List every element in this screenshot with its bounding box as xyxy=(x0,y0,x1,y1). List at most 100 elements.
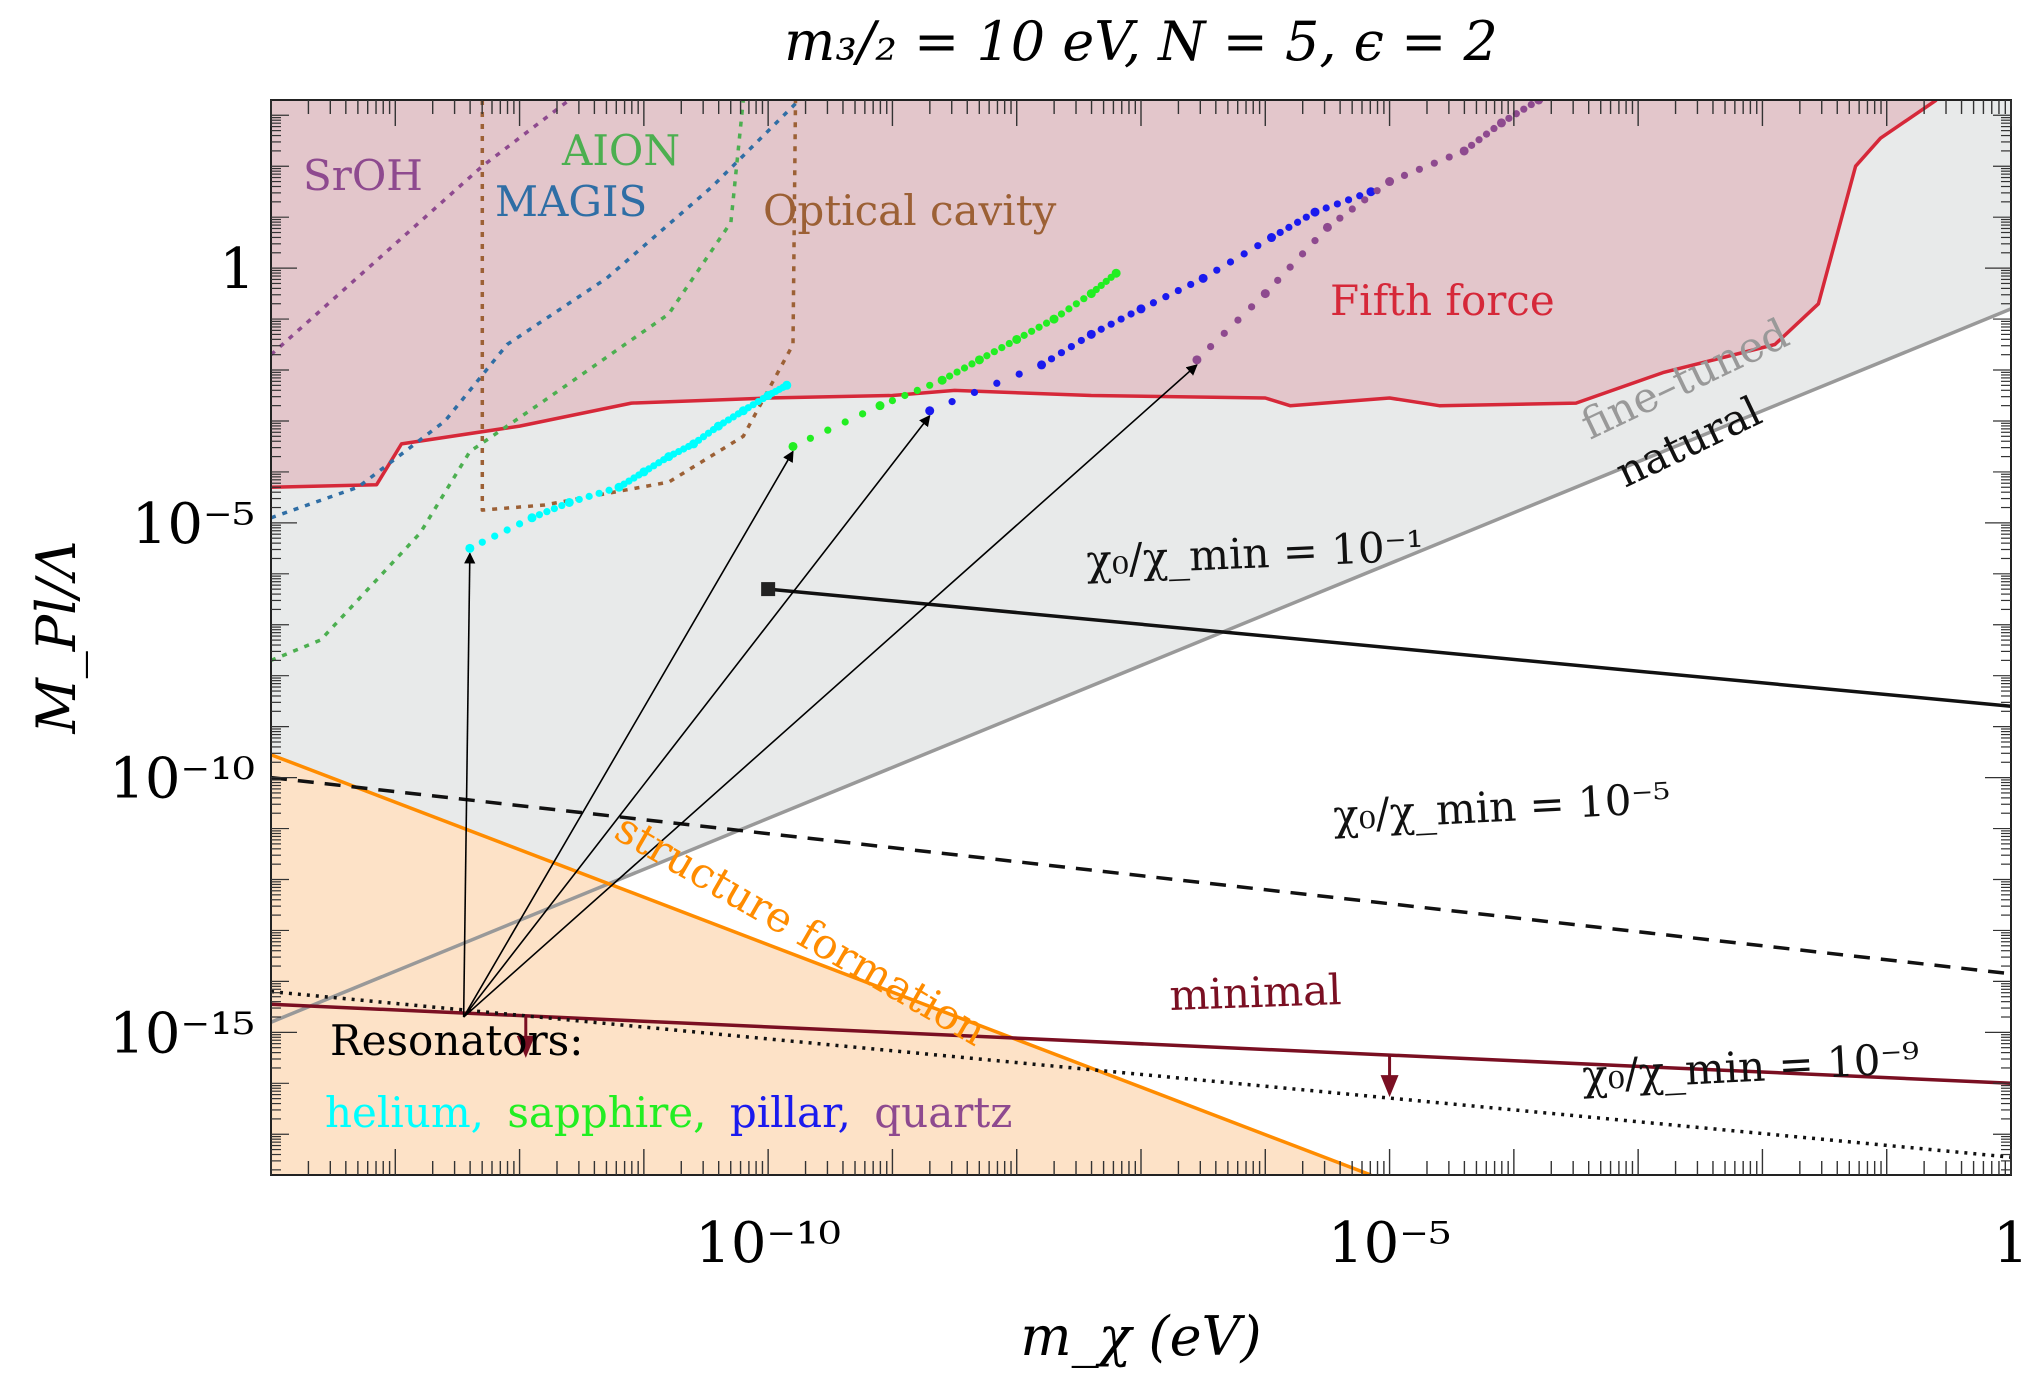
regions-layer xyxy=(271,100,2011,1175)
resonator-point-pillar xyxy=(1149,299,1158,307)
resonator-point-helium xyxy=(782,380,792,390)
resonator-point-quartz xyxy=(1520,105,1528,113)
series-line-fifth-force xyxy=(271,100,1938,489)
resonator-point-sapphire xyxy=(1111,268,1121,278)
resonator-point-pillar xyxy=(1276,228,1284,237)
resonator-point-pillar xyxy=(1097,325,1105,333)
resonator-point-helium xyxy=(699,433,708,441)
resonator-point-quartz xyxy=(1348,205,1356,213)
y-tick-label: 1 xyxy=(219,237,255,302)
resonator-point-sapphire xyxy=(1092,285,1100,294)
resonator-point-sapphire xyxy=(990,348,998,356)
resonator-point-quartz xyxy=(1445,153,1453,161)
region-fifth-force xyxy=(271,100,1937,488)
annotation-magis: MAGIS xyxy=(495,177,647,226)
resonator-point-sapphire xyxy=(841,418,849,426)
resonator-point-sapphire xyxy=(1005,339,1013,348)
resonator-point-quartz xyxy=(1430,159,1438,167)
x-tick-label: 10⁻⁵ xyxy=(1328,1211,1451,1276)
resonator-point-sapphire xyxy=(937,375,947,385)
series-line-magis xyxy=(271,100,801,520)
resonator-point-sapphire xyxy=(1057,310,1066,318)
resonator-point-helium xyxy=(575,495,583,504)
resonator-point-quartz xyxy=(1534,100,1544,105)
resonator-arrow-sapphire xyxy=(462,450,794,1018)
resonator-point-pillar xyxy=(1322,204,1330,212)
resonator-point-quartz xyxy=(1459,146,1469,156)
resonator-point-pillar xyxy=(1366,187,1376,197)
resonator-point-sapphire xyxy=(983,352,991,360)
resonator-point-sapphire xyxy=(806,434,815,442)
resonator-point-pillar xyxy=(970,388,979,397)
resonator-point-sapphire xyxy=(788,441,798,451)
resonator-point-sapphire xyxy=(968,360,976,368)
resonator-point-quartz xyxy=(1298,250,1307,258)
annotation-chi-5: χ₀/χ_min = 10⁻⁵ xyxy=(1332,773,1672,840)
resonator-point-pillar xyxy=(1294,218,1302,226)
resonator-point-sapphire xyxy=(913,386,921,395)
legend-sapphire: sapphire, xyxy=(507,1088,706,1137)
resonator-point-sapphire xyxy=(1049,314,1059,324)
minimal-arrow-head xyxy=(516,1035,535,1058)
resonator-point-pillar xyxy=(1333,200,1341,208)
resonator-point-helium xyxy=(503,526,511,534)
resonator-point-helium xyxy=(535,511,544,519)
chart-title: m₃/₂ = 10 eV, N = 5, ϵ = 2 xyxy=(784,10,1498,73)
resonator-point-quartz xyxy=(1400,171,1409,180)
resonator-point-sapphire xyxy=(926,381,934,389)
resonator-point-sapphire xyxy=(901,391,909,400)
resonator-point-sapphire xyxy=(1028,327,1036,335)
resonator-point-sapphire xyxy=(859,410,867,418)
resonator-point-quartz xyxy=(1248,303,1256,311)
resonator-point-quartz xyxy=(1475,136,1483,144)
x-tick-label: 10⁻¹⁰ xyxy=(695,1211,841,1276)
resonator-point-pillar xyxy=(1162,293,1170,301)
resonator-point-quartz xyxy=(1260,289,1270,299)
resonator-point-helium xyxy=(527,513,537,523)
legend-quartz: quartz xyxy=(874,1088,1012,1137)
resonator-point-sapphire xyxy=(953,368,961,376)
series-line-min-10 xyxy=(271,989,2011,1159)
resonator-point-sapphire xyxy=(824,426,832,434)
series-line-fine-tuned-natural xyxy=(271,307,2011,1024)
resonator-point-helium xyxy=(704,429,713,437)
resonator-point-quartz xyxy=(1482,130,1491,138)
resonator-point-quartz xyxy=(1286,263,1294,271)
resonator-point-quartz xyxy=(1220,329,1228,337)
resonator-point-pillar xyxy=(993,379,1001,387)
resonator-point-pillar xyxy=(1226,258,1235,266)
resonator-point-sapphire xyxy=(1012,334,1022,344)
resonator-point-pillar xyxy=(948,398,956,406)
resonator-point-sapphire xyxy=(1020,331,1028,339)
points-layer xyxy=(465,100,1544,553)
resonator-point-quartz xyxy=(1361,196,1369,204)
resonator-point-helium xyxy=(491,532,499,540)
annotation-fifth-force: Fifth force xyxy=(1330,276,1555,325)
resonator-point-helium xyxy=(595,489,603,497)
resonator-point-quartz xyxy=(1234,316,1242,324)
annotation-optical-cavity: Optical cavity xyxy=(763,186,1057,235)
resonator-point-helium xyxy=(543,508,551,516)
resonator-point-helium xyxy=(558,501,566,510)
annotation-sroh: SrOH xyxy=(303,151,423,200)
resonator-point-pillar xyxy=(1136,304,1146,314)
resonator-point-quartz xyxy=(1207,342,1215,351)
resonator-point-quartz xyxy=(1336,214,1344,222)
y-tick-label: 10⁻¹⁵ xyxy=(109,1001,255,1066)
resonator-point-pillar xyxy=(1107,320,1115,328)
resonator-point-quartz xyxy=(1490,124,1498,133)
resonator-point-pillar xyxy=(1240,250,1248,258)
resonator-point-pillar xyxy=(1213,266,1221,274)
resonator-point-pillar xyxy=(1086,329,1096,339)
resonator-point-sapphire xyxy=(1035,323,1043,331)
series-line-min-10 xyxy=(767,587,2011,709)
annotation-aion: AION xyxy=(561,126,680,175)
resonator-point-pillar xyxy=(1356,192,1364,200)
resonator-point-quartz xyxy=(1468,141,1476,149)
resonator-point-pillar xyxy=(1015,370,1023,378)
resonator-point-helium xyxy=(515,520,524,528)
series-line-min-10 xyxy=(271,775,2011,976)
annotation-chi-9: χ₀/χ_min = 10⁻⁹ xyxy=(1581,1033,1921,1100)
resonator-point-sapphire xyxy=(888,396,897,405)
